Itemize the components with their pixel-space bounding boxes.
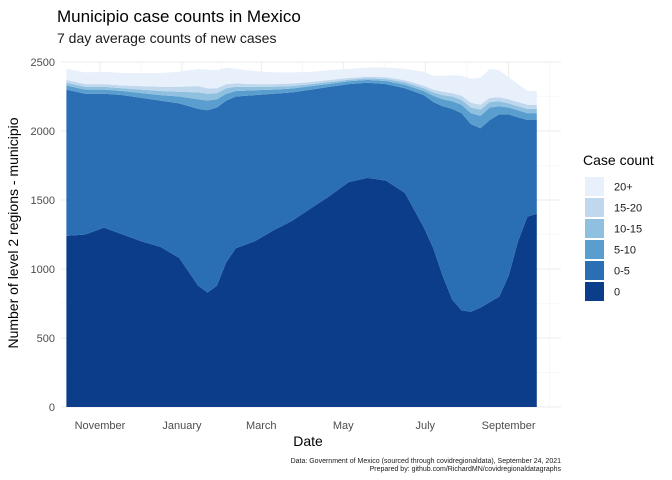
y-tick-label: 1500 (31, 195, 55, 207)
chart-subtitle: 7 day average counts of new cases (57, 30, 276, 46)
x-tick-label: September (482, 420, 536, 432)
legend-label: 20+ (614, 182, 633, 194)
x-tick-label: January (162, 420, 202, 432)
y-tick-label: 1000 (31, 264, 55, 276)
x-tick-label: March (246, 420, 277, 432)
legend-label: 15-20 (614, 203, 642, 215)
legend-swatch (585, 177, 604, 196)
x-tick-label: July (415, 420, 435, 432)
legend-swatch (585, 219, 604, 238)
x-tick-label: May (333, 420, 354, 432)
y-tick-label: 500 (37, 333, 55, 345)
x-tick-label: November (75, 420, 126, 432)
area-series-0 (66, 177, 537, 407)
area-series-10-15 (66, 78, 537, 116)
area-series-5-10 (66, 79, 537, 129)
caption-data-source: Data: Government of Mexico (sourced thro… (291, 458, 562, 465)
legend-label: 0 (614, 287, 620, 299)
area-series-15-20 (66, 76, 537, 110)
legend-swatch (585, 261, 604, 280)
y-tick-label: 2500 (31, 57, 55, 69)
legend-label: 5-10 (614, 245, 636, 257)
legend-title: Case count (583, 152, 654, 168)
area-series-20+ (66, 67, 537, 105)
legend-swatch (585, 282, 604, 301)
chart-title: Municipio case counts in Mexico (57, 7, 301, 26)
y-axis-ticks: 0 500 1000 1500 2000 2500 (31, 57, 55, 414)
x-axis-ticks: November January March May July September (75, 420, 536, 432)
legend-label: 0-5 (614, 266, 630, 278)
legend: Case count 20+ 15-20 10-15 5-10 0-5 0 (583, 152, 654, 301)
x-axis-title: Date (293, 433, 323, 449)
caption-prepared-by: Prepared by: github.com/RichardMN/covidr… (370, 466, 562, 473)
stacked-areas (66, 67, 537, 407)
area-series-0-5 (66, 82, 537, 312)
legend-swatch (585, 240, 604, 259)
y-tick-label: 2000 (31, 126, 55, 138)
y-tick-label: 0 (49, 402, 55, 414)
legend-swatch (585, 198, 604, 217)
y-axis-title: Number of level 2 regions - municipio (5, 117, 21, 348)
legend-label: 10-15 (614, 224, 642, 236)
